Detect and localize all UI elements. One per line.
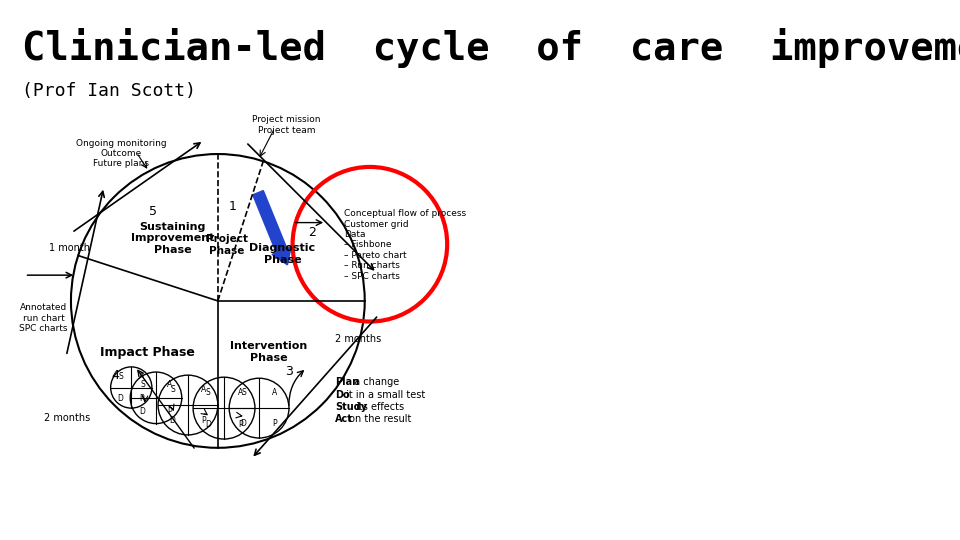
Text: Plan: Plan: [335, 377, 359, 387]
Text: S: S: [170, 385, 175, 394]
Text: S: S: [241, 388, 246, 397]
Text: Annotated
run chart
SPC charts: Annotated run chart SPC charts: [19, 303, 68, 333]
Text: Diagnostic
Phase: Diagnostic Phase: [250, 243, 316, 265]
Text: P: P: [139, 394, 144, 403]
Text: Study: Study: [335, 402, 368, 412]
Text: Ongoing monitoring
Outcome
Future plans: Ongoing monitoring Outcome Future plans: [76, 139, 166, 168]
Text: S: S: [118, 372, 123, 381]
Text: S: S: [140, 380, 145, 389]
Text: A: A: [272, 388, 277, 397]
Text: Project
Phase: Project Phase: [205, 234, 248, 256]
Text: A: A: [201, 385, 206, 394]
Text: it in a small test: it in a small test: [343, 390, 425, 400]
Text: Do: Do: [335, 390, 350, 400]
Text: Conceptual flow of process
Customer grid
Data
– Fishbone
– Pareto chart
– Run ch: Conceptual flow of process Customer grid…: [344, 209, 467, 281]
Text: Impact Phase: Impact Phase: [100, 346, 195, 359]
Text: (Prof Ian Scott): (Prof Ian Scott): [22, 82, 196, 100]
Text: Sustaining
Improvement
Phase: Sustaining Improvement Phase: [131, 222, 214, 255]
Text: 1 month: 1 month: [49, 243, 90, 253]
Text: A: A: [237, 388, 243, 396]
Text: 1: 1: [228, 200, 237, 213]
Text: D: D: [139, 407, 146, 416]
Text: Intervention
Phase: Intervention Phase: [230, 341, 307, 363]
Text: Act: Act: [335, 415, 353, 424]
Text: 3: 3: [285, 366, 293, 379]
FancyArrow shape: [252, 191, 291, 265]
Text: P: P: [238, 420, 243, 429]
Text: D: D: [118, 394, 124, 403]
Text: its effects: its effects: [353, 402, 404, 412]
Text: A: A: [139, 372, 145, 381]
Text: 2 months: 2 months: [44, 413, 90, 423]
Text: D: D: [170, 416, 176, 425]
Text: P: P: [167, 407, 172, 416]
Text: P: P: [202, 416, 205, 425]
Text: 5: 5: [149, 205, 156, 218]
Text: D: D: [241, 419, 247, 428]
Text: Clinician-led  cycle  of  care  improvement: Clinician-led cycle of care improvement: [22, 28, 960, 68]
Text: Project mission
Project team: Project mission Project team: [252, 116, 321, 135]
Text: A: A: [167, 380, 172, 389]
Text: 2: 2: [308, 226, 316, 239]
Text: D: D: [205, 420, 211, 429]
Text: P: P: [273, 419, 276, 428]
Text: 4: 4: [111, 369, 120, 382]
Text: on the result: on the result: [347, 415, 412, 424]
Text: S: S: [205, 388, 210, 396]
Text: 2 months: 2 months: [335, 334, 381, 345]
Text: a change: a change: [351, 377, 399, 387]
